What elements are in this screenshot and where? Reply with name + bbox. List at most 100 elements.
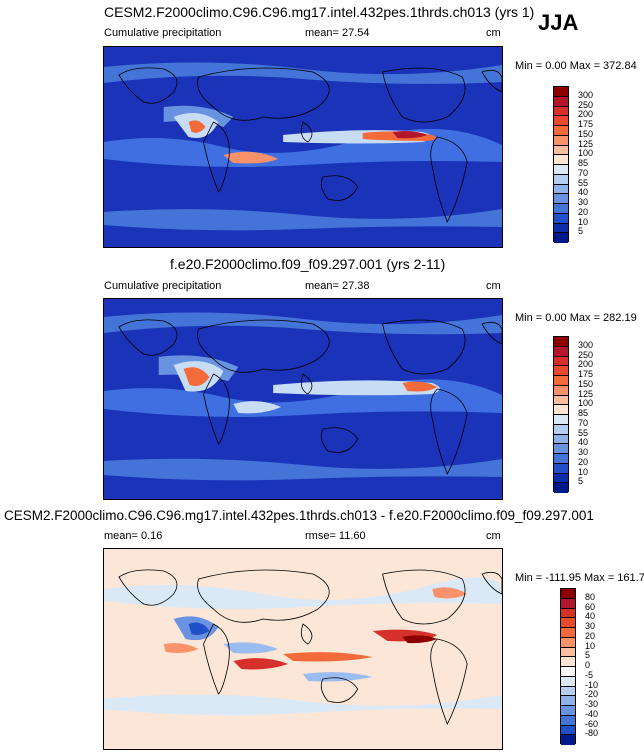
panel3-colorbar-swatch xyxy=(561,637,575,648)
panel3-colorbar xyxy=(560,588,576,745)
colorbar-tick-label: 200 xyxy=(578,109,594,120)
colorbar-tick-label: 85 xyxy=(578,158,589,168)
colorbar-tick-label: 125 xyxy=(578,388,594,399)
panel1-colorbar-swatch xyxy=(554,213,568,224)
panel3-colorbar-swatch xyxy=(561,667,575,677)
panel3-colorbar-swatch xyxy=(561,628,575,638)
colorbar-tick-label: -80 xyxy=(585,728,599,739)
panel1-colorbar-swatch xyxy=(554,223,568,234)
panel2-units-label: cm xyxy=(486,280,501,292)
colorbar-tick-label: 200 xyxy=(578,359,594,370)
panel1-colorbar-swatch xyxy=(554,204,568,214)
panel2-colorbar-swatch xyxy=(554,356,568,367)
colorbar-tick-label: 10 xyxy=(578,216,589,227)
panel2-colorbar-swatch xyxy=(554,395,568,406)
colorbar-tick-label: 5 xyxy=(578,476,584,487)
panel2-colorbar-swatch xyxy=(554,473,568,484)
colorbar-tick-label: 250 xyxy=(578,99,594,110)
panel1-units-label: cm xyxy=(486,27,501,39)
panel2-colorbar-swatch xyxy=(554,366,568,376)
panel1-colorbar xyxy=(553,86,569,243)
panel3-colorbar-swatch xyxy=(561,696,575,706)
panel1-colorbar-swatch xyxy=(554,145,568,156)
panel3-colorbar-swatch xyxy=(561,598,575,609)
panel1-precip-map xyxy=(103,46,503,248)
colorbar-tick-label: 30 xyxy=(578,197,589,207)
panel2-colorbar-swatch xyxy=(554,376,568,386)
colorbar-tick-label: 30 xyxy=(585,621,596,631)
panel2-colorbar-swatch xyxy=(554,483,568,493)
colorbar-tick-label: -30 xyxy=(585,699,599,709)
panel1-colorbar-swatch xyxy=(554,194,568,204)
panel1-title: CESM2.F2000climo.C96.C96.mg17.intel.432p… xyxy=(104,4,535,20)
panel1-variable-label: Cumulative precipitation xyxy=(104,27,222,39)
colorbar-tick-label: 70 xyxy=(578,167,589,178)
panel1-colorbar-swatch xyxy=(554,135,568,146)
panel2-colorbar-swatch xyxy=(554,454,568,464)
panel3-rmse-label: rmse= 11.60 xyxy=(305,530,366,542)
colorbar-tick-label: -5 xyxy=(585,669,594,680)
colorbar-tick-label: 20 xyxy=(578,206,589,217)
colorbar-tick-label: 20 xyxy=(585,630,596,641)
panel3-colorbar-swatch xyxy=(561,735,575,745)
panel2-colorbar-ticks: 300 250 200 175 150 125 100 85 70 55 40 … xyxy=(578,336,618,492)
colorbar-tick-label: 55 xyxy=(578,427,589,438)
colorbar-tick-label: 85 xyxy=(578,408,589,418)
panel2-colorbar xyxy=(553,336,569,493)
colorbar-tick-label: 150 xyxy=(578,378,594,389)
panel1-colorbar-swatch xyxy=(554,165,568,175)
panel3-colorbar-ticks: 80 60 40 30 20 10 5 0 -5 -10 -20 -30 -40… xyxy=(585,588,625,744)
colorbar-tick-label: 40 xyxy=(578,187,589,198)
colorbar-tick-label: 10 xyxy=(578,466,589,477)
panel2-colorbar-swatch xyxy=(554,337,568,347)
panel1-colorbar-ticks: 300 250 200 175 150 125 100 85 70 55 40 … xyxy=(578,86,618,242)
panel3-colorbar-swatch xyxy=(561,618,575,628)
panel1-minmax-label: Min = 0.00 Max = 372.84 xyxy=(515,60,637,72)
colorbar-tick-label: 125 xyxy=(578,138,594,149)
panel3-colorbar-swatch xyxy=(561,647,575,658)
colorbar-tick-label: 40 xyxy=(585,611,596,622)
season-label: JJA xyxy=(538,10,579,35)
panel3-title: CESM2.F2000climo.C96.C96.mg17.intel.432p… xyxy=(4,508,594,523)
colorbar-tick-label: 60 xyxy=(585,601,596,612)
colorbar-tick-label: 250 xyxy=(578,349,594,360)
panel3-mean-label: mean= 0.16 xyxy=(104,530,163,542)
panel2-colorbar-swatch xyxy=(554,415,568,425)
colorbar-tick-label: 175 xyxy=(578,119,594,129)
panel2-colorbar-swatch xyxy=(554,346,568,357)
colorbar-tick-label: -40 xyxy=(585,708,599,719)
panel1-colorbar-swatch xyxy=(554,116,568,126)
panel3-colorbar-swatch xyxy=(561,686,575,697)
colorbar-tick-label: 300 xyxy=(578,89,594,100)
panel2-mean-label: mean= 27.38 xyxy=(305,280,370,292)
colorbar-tick-label: 150 xyxy=(578,128,594,139)
panel3-colorbar-swatch xyxy=(561,589,575,599)
colorbar-tick-label: 5 xyxy=(578,226,584,237)
colorbar-tick-label: 30 xyxy=(578,447,589,457)
colorbar-tick-label: 300 xyxy=(578,339,594,350)
panel2-colorbar-swatch xyxy=(554,463,568,474)
panel1-colorbar-swatch xyxy=(554,174,568,185)
panel3-colorbar-swatch xyxy=(561,725,575,736)
panel1-colorbar-swatch xyxy=(554,106,568,117)
panel3-base-field xyxy=(104,549,502,749)
panel3-colorbar-swatch xyxy=(561,608,575,619)
panel2-colorbar-swatch xyxy=(554,434,568,445)
panel3-colorbar-swatch xyxy=(561,706,575,716)
colorbar-tick-label: 175 xyxy=(578,369,594,379)
panel3-units-label: cm xyxy=(486,530,501,542)
panel1-mean-label: mean= 27.54 xyxy=(305,27,370,39)
panel3-minmax-label: Min = -111.95 Max = 161.70 xyxy=(515,572,644,584)
panel2-variable-label: Cumulative precipitation xyxy=(104,280,222,292)
colorbar-tick-label: 20 xyxy=(578,456,589,467)
colorbar-tick-label: 40 xyxy=(578,437,589,448)
panel2-coastlines xyxy=(118,319,502,475)
panel1-colorbar-swatch xyxy=(554,96,568,107)
panel3-map-svg xyxy=(104,549,502,749)
panel3-difference-map xyxy=(103,548,503,750)
panel3-colorbar-swatch xyxy=(561,657,575,667)
colorbar-tick-label: 100 xyxy=(578,148,594,159)
panel2-map-svg xyxy=(104,299,502,499)
panel3-colorbar-swatch xyxy=(561,676,575,687)
colorbar-tick-label: 10 xyxy=(585,640,596,651)
